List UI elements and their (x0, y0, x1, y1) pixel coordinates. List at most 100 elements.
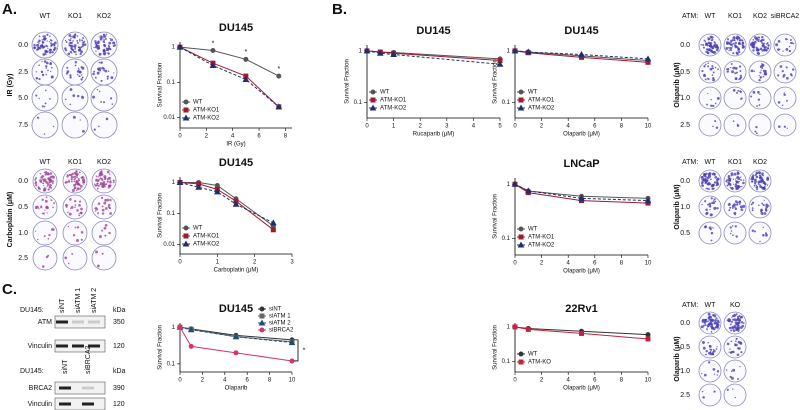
colony (742, 41, 745, 44)
colony (739, 39, 741, 42)
colony (730, 340, 733, 343)
marker (187, 326, 195, 333)
colony (78, 214, 81, 217)
colony (728, 326, 732, 330)
colony (757, 91, 760, 94)
x-tick-label: 4 (231, 134, 235, 140)
legend-marker (517, 104, 525, 111)
colony (83, 183, 85, 185)
colony (706, 103, 708, 106)
colony (734, 225, 737, 228)
colony (709, 42, 713, 45)
colony (50, 187, 53, 189)
colony (765, 49, 768, 52)
legend-marker (183, 99, 189, 105)
colony (734, 72, 737, 75)
colony (735, 51, 738, 54)
colony (777, 101, 781, 104)
colony (41, 198, 44, 201)
chart-title: LNCaP (563, 158, 599, 170)
colony (702, 43, 705, 47)
plate-prefix: ATM: (682, 13, 698, 20)
marker (176, 43, 184, 50)
colony (742, 179, 745, 181)
colony (109, 180, 112, 182)
colony (82, 182, 84, 184)
colony (714, 321, 717, 325)
plate (91, 220, 117, 246)
colony (751, 176, 754, 179)
colony (34, 182, 37, 185)
legend-label: WT (528, 90, 538, 96)
colony (712, 77, 715, 80)
colony (65, 41, 68, 43)
marker (269, 219, 277, 226)
colony (737, 324, 740, 327)
colony (739, 185, 742, 188)
legend-marker (517, 241, 525, 248)
colony (52, 125, 55, 128)
colony (73, 35, 76, 39)
colony (48, 182, 50, 184)
colony (741, 185, 743, 188)
colony (742, 181, 745, 185)
colony (50, 180, 52, 183)
plate (723, 113, 747, 137)
colony (731, 376, 734, 380)
colony (710, 39, 713, 42)
colony (46, 212, 48, 214)
colony (703, 324, 705, 326)
colony (108, 185, 111, 188)
colony (761, 187, 764, 189)
lane-label: siATM 2 (91, 288, 98, 313)
colony (51, 50, 54, 54)
colony (35, 71, 37, 73)
colony (725, 180, 728, 183)
colony (704, 40, 707, 43)
colony (41, 60, 43, 63)
colony (762, 174, 764, 177)
x-tick-label: 0 (178, 260, 182, 266)
colony (759, 93, 761, 96)
band (88, 344, 100, 348)
colony (713, 51, 717, 54)
colony (38, 208, 40, 210)
colony (759, 240, 761, 243)
colony (67, 52, 71, 56)
colony (35, 205, 37, 208)
colony (106, 75, 109, 78)
colony (736, 317, 740, 321)
colony (101, 252, 104, 255)
colony (728, 319, 730, 322)
colony (709, 208, 711, 211)
colony (729, 40, 733, 43)
colony (730, 66, 732, 69)
colony (80, 211, 83, 215)
lane-label: siBRCA2 (85, 345, 92, 374)
x-axis-label: Rucaparib (μM) (413, 132, 454, 138)
colony (95, 45, 98, 48)
colony (750, 69, 754, 73)
colony (760, 42, 763, 44)
colony (47, 188, 50, 191)
colony (101, 212, 105, 215)
colony (742, 46, 745, 49)
colony (82, 45, 84, 48)
colony (742, 204, 746, 208)
y-tick-label: 0.01 (163, 242, 175, 248)
series-line (366, 50, 501, 62)
colony (785, 48, 789, 51)
colony (99, 177, 102, 180)
plate-column: WT (705, 13, 717, 20)
colony (707, 77, 709, 80)
colony (103, 175, 107, 179)
colony (753, 40, 757, 44)
y-tick-label: 0.1 (502, 359, 511, 365)
colony (68, 39, 70, 41)
colony (49, 48, 52, 51)
plate (723, 383, 747, 407)
marker (275, 103, 283, 110)
colony (50, 39, 53, 42)
plate (32, 220, 58, 246)
colony (705, 50, 709, 54)
